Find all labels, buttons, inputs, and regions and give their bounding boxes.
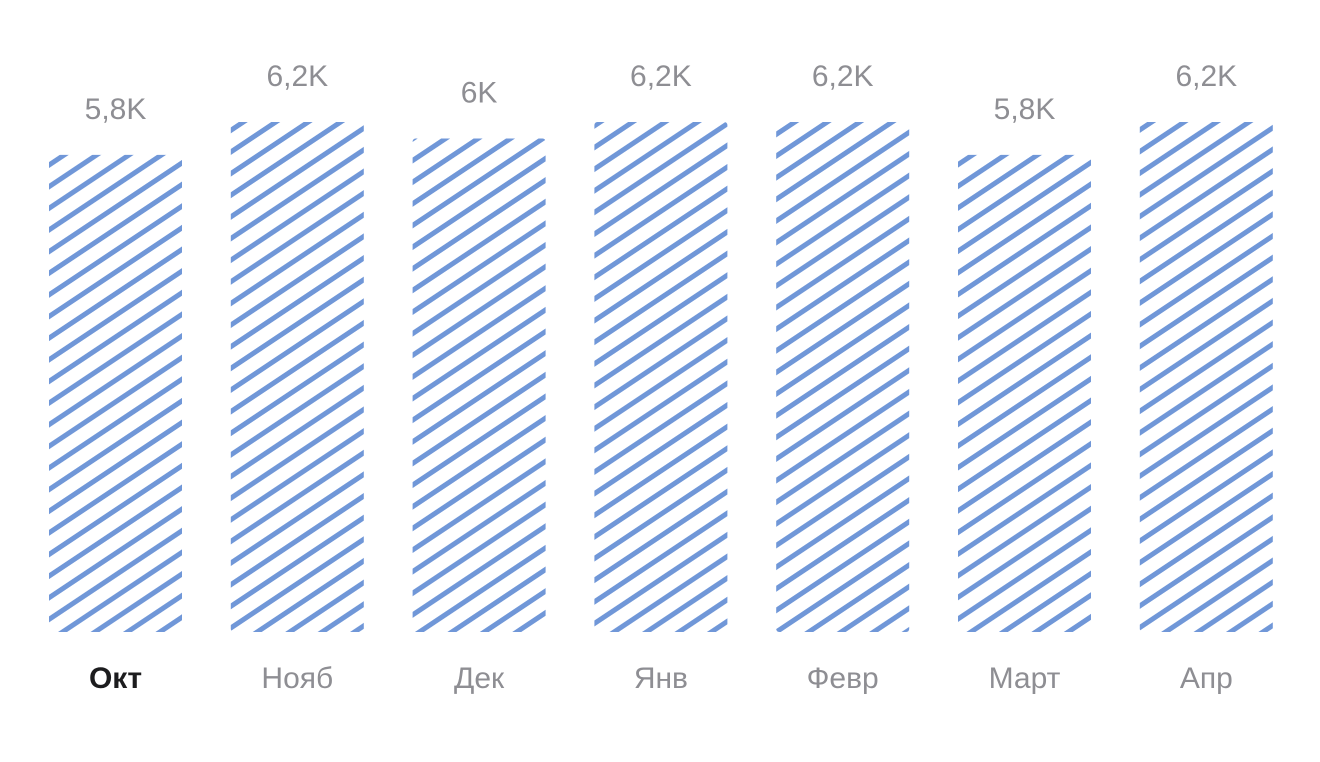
- category-label-0[interactable]: Окт: [89, 662, 142, 695]
- value-label-6: 6,2K: [1175, 60, 1237, 93]
- bar-2[interactable]: [412, 138, 546, 633]
- value-label-1: 6,2K: [266, 60, 328, 93]
- value-label-3: 6,2K: [630, 60, 692, 93]
- category-labels-group: Окт Нояб Дек Янв Февр Март Апр: [89, 662, 1233, 695]
- category-label-4[interactable]: Февр: [807, 662, 879, 695]
- category-label-3[interactable]: Янв: [634, 662, 688, 695]
- category-label-1[interactable]: Нояб: [261, 662, 333, 695]
- bar-0[interactable]: [49, 154, 182, 632]
- category-label-2[interactable]: Дек: [454, 662, 505, 695]
- value-label-2: 6K: [461, 77, 498, 110]
- category-label-6[interactable]: Апр: [1180, 662, 1233, 695]
- bar-5[interactable]: [958, 154, 1091, 632]
- value-label-4: 6,2K: [812, 60, 874, 93]
- bar-1[interactable]: [230, 122, 364, 632]
- category-label-5[interactable]: Март: [989, 662, 1061, 695]
- bar-3[interactable]: [594, 122, 728, 632]
- value-label-0: 5,8K: [85, 93, 147, 126]
- bars-group: [49, 122, 1273, 632]
- bar-6[interactable]: [1139, 122, 1273, 632]
- value-labels-group: 5,8K 6,2K 6K 6,2K 6,2K 5,8K 6,2K: [85, 60, 1238, 126]
- bar-4[interactable]: [776, 122, 910, 632]
- value-label-5: 5,8K: [994, 93, 1056, 126]
